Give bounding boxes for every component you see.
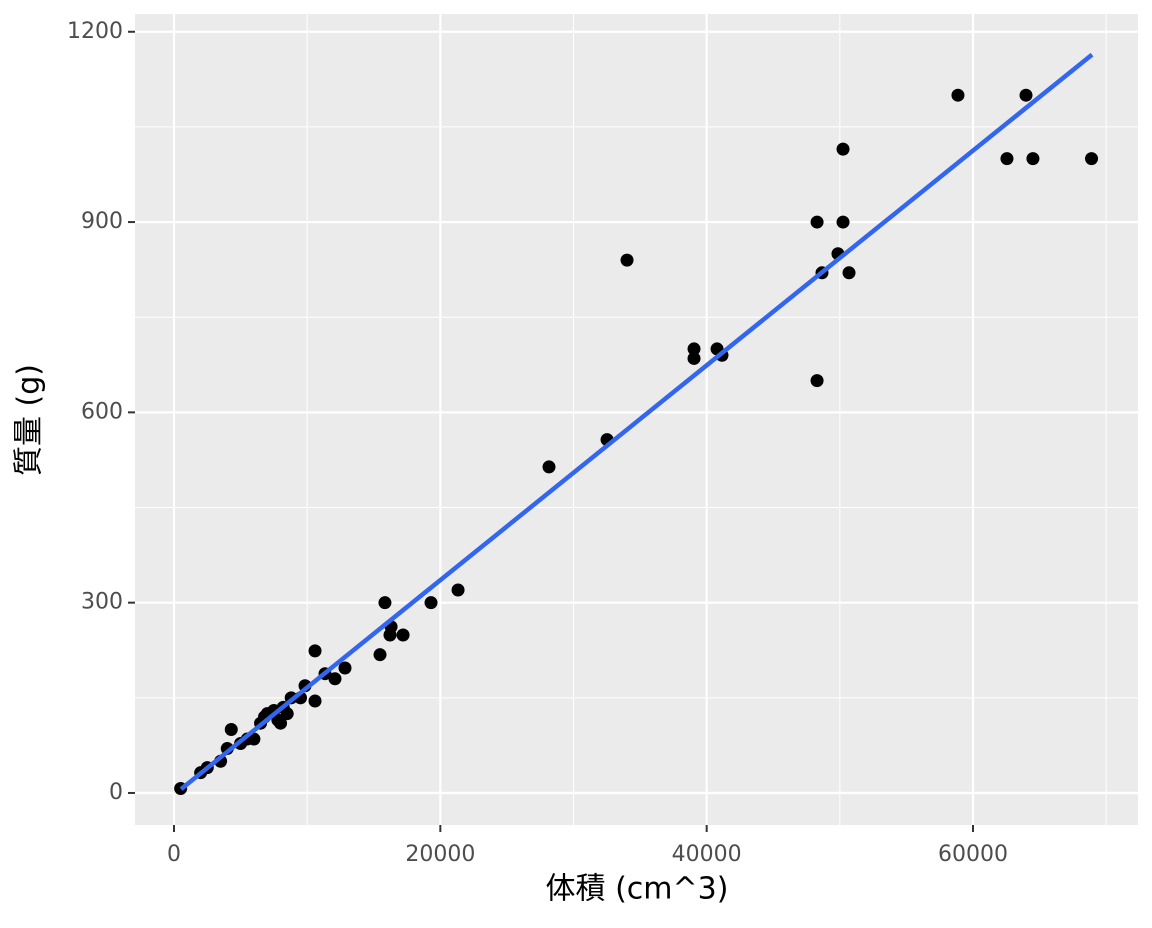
point <box>308 694 322 708</box>
y-tick-label: 0 <box>109 780 123 805</box>
point <box>424 596 438 610</box>
point <box>308 644 322 658</box>
trend-line <box>179 52 1094 791</box>
point <box>328 672 342 686</box>
point <box>1085 152 1099 166</box>
point <box>396 628 410 642</box>
point <box>620 253 634 267</box>
y-axis-title: 質量 (g) <box>12 364 47 476</box>
point <box>836 215 850 229</box>
x-axis-title: 体積 (cm^3) <box>546 872 729 907</box>
point <box>378 596 392 610</box>
x-tick-label: 60000 <box>938 842 1008 867</box>
x-tick-label: 0 <box>167 842 181 867</box>
point <box>836 142 850 156</box>
point <box>1000 152 1014 166</box>
point <box>274 716 288 730</box>
point <box>1019 88 1033 102</box>
point <box>842 266 856 280</box>
y-tick-label: 600 <box>81 399 123 424</box>
point <box>687 342 701 356</box>
y-tick-label: 1200 <box>67 19 123 44</box>
point <box>338 661 352 675</box>
point <box>224 723 238 737</box>
point <box>951 88 965 102</box>
x-tick-label: 20000 <box>405 842 475 867</box>
point <box>280 707 294 721</box>
point <box>542 460 556 474</box>
point <box>810 374 824 388</box>
point <box>687 351 701 365</box>
point <box>1026 152 1040 166</box>
point <box>383 628 397 642</box>
y-tick-label: 300 <box>81 590 123 615</box>
point <box>451 583 465 597</box>
point <box>373 648 387 662</box>
x-tick-label: 40000 <box>672 842 742 867</box>
point <box>810 215 824 229</box>
y-tick-label: 900 <box>81 209 123 234</box>
